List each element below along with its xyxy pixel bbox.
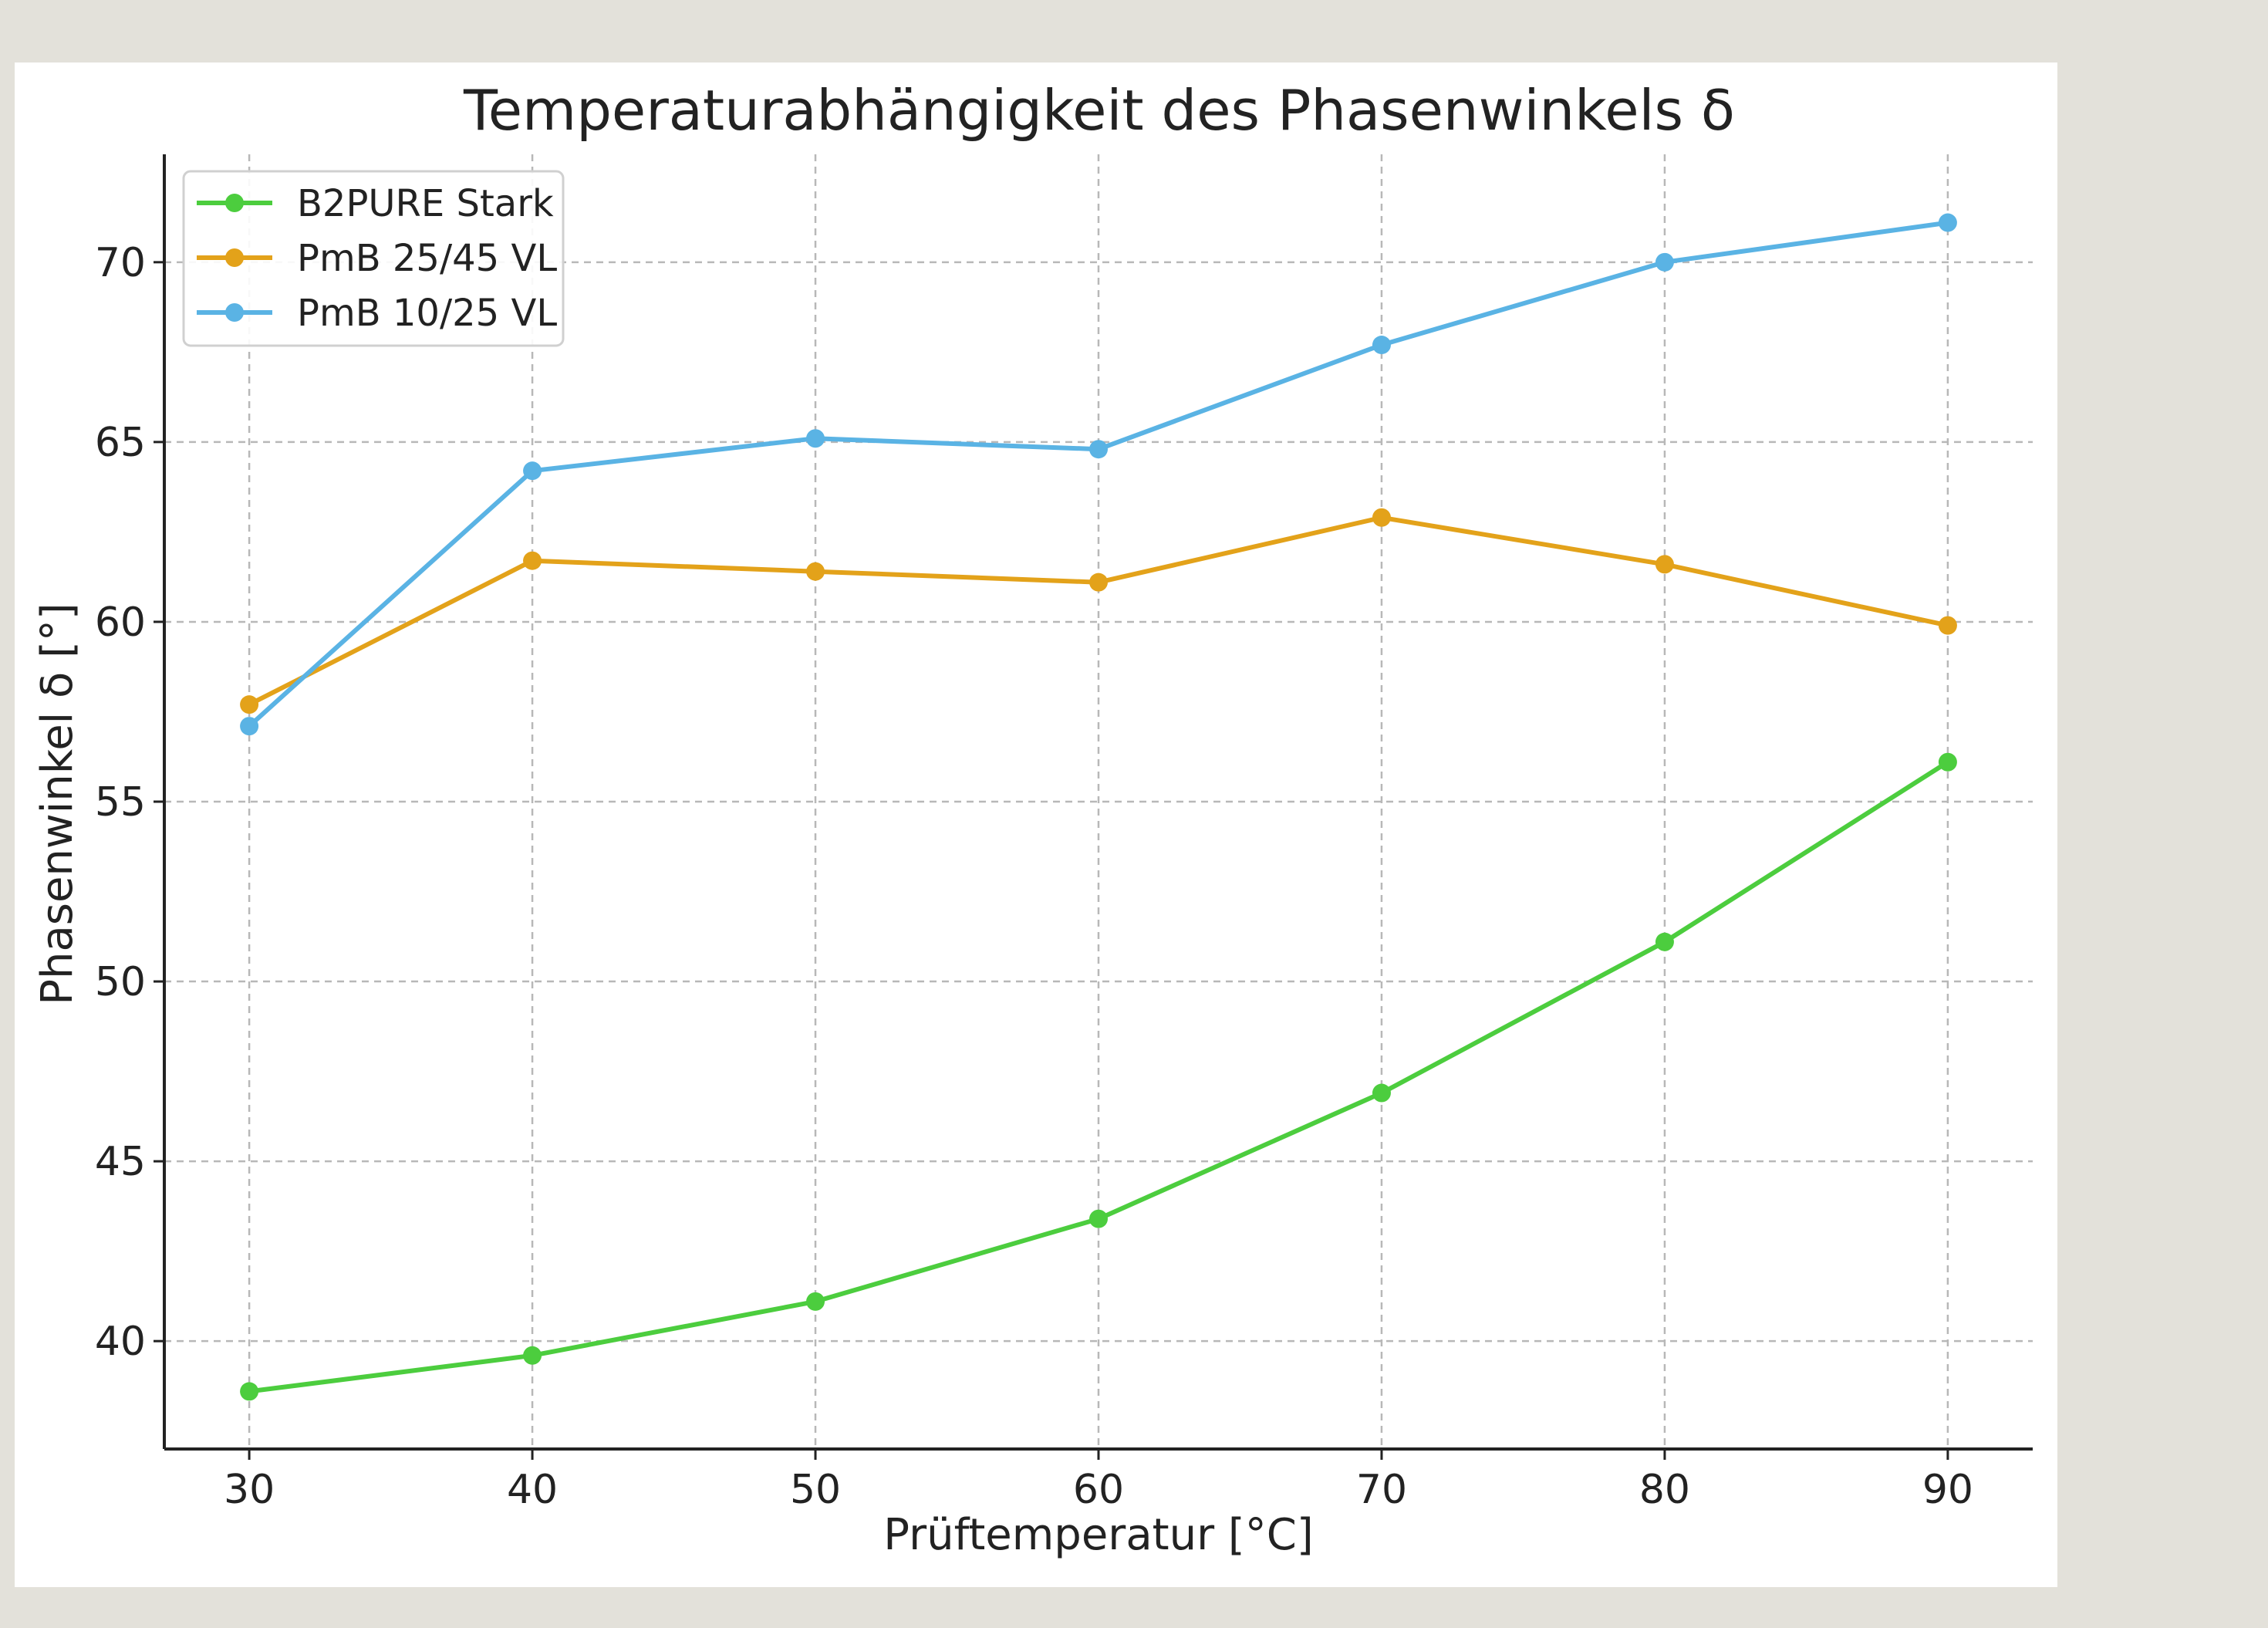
data-point bbox=[1372, 508, 1391, 527]
data-point bbox=[240, 1382, 259, 1401]
legend-swatch-marker bbox=[225, 248, 244, 267]
data-point bbox=[806, 429, 825, 448]
axes: 30 40 50 60 70 80 90 40 45 50 55 60 65 70 bbox=[95, 154, 2033, 1513]
y-tick-label: 60 bbox=[95, 600, 146, 646]
y-tick-label: 70 bbox=[95, 240, 146, 286]
legend-swatch-marker bbox=[225, 303, 244, 322]
x-tick-label: 80 bbox=[1639, 1467, 1690, 1513]
y-tick-label: 65 bbox=[95, 420, 146, 466]
series-line bbox=[247, 759, 1950, 1394]
data-point bbox=[240, 695, 259, 714]
data-point bbox=[1938, 752, 1957, 772]
data-point bbox=[1372, 1083, 1391, 1103]
data-point bbox=[806, 1292, 825, 1311]
y-tick-label: 50 bbox=[95, 959, 146, 1005]
legend-box bbox=[182, 170, 565, 347]
legend-swatch-marker bbox=[225, 194, 244, 212]
legend-label: PmB 10/25 VL bbox=[297, 292, 557, 335]
y-axis-title: Phasenwinkel δ [°] bbox=[32, 603, 83, 1005]
y-tick-label: 55 bbox=[95, 779, 146, 826]
x-tick-label: 30 bbox=[224, 1467, 275, 1513]
data-point bbox=[1089, 1209, 1108, 1228]
x-tick-label: 50 bbox=[790, 1467, 841, 1513]
data-point bbox=[523, 1346, 542, 1365]
data-point bbox=[1655, 252, 1674, 272]
data-point bbox=[1938, 616, 1957, 635]
data-point bbox=[1655, 555, 1674, 574]
x-tick-label: 90 bbox=[1922, 1467, 1973, 1513]
x-axis-title: Prüftemperatur [°C] bbox=[883, 1510, 1313, 1560]
data-point bbox=[1655, 932, 1674, 951]
data-point bbox=[806, 562, 825, 581]
data-point bbox=[523, 461, 542, 481]
legend-label: B2PURE Stark bbox=[297, 182, 554, 225]
legend-label: PmB 25/45 VL bbox=[297, 237, 557, 280]
data-point bbox=[1938, 213, 1957, 232]
data-point bbox=[523, 551, 542, 570]
series bbox=[240, 213, 1957, 1401]
x-tick-label: 40 bbox=[507, 1467, 558, 1513]
x-tick-label: 60 bbox=[1073, 1467, 1124, 1513]
grid bbox=[164, 154, 2033, 1449]
legend: B2PURE Stark PmB 25/45 VL PmB 10/25 VL bbox=[182, 170, 565, 347]
data-point bbox=[1089, 440, 1108, 459]
data-point bbox=[1372, 336, 1391, 355]
x-tick-label: 70 bbox=[1356, 1467, 1407, 1513]
data-point bbox=[240, 717, 259, 736]
y-tick-label: 45 bbox=[95, 1139, 146, 1185]
y-tick-label: 40 bbox=[95, 1319, 146, 1365]
data-point bbox=[1089, 573, 1108, 592]
chart-title: Temperaturabhängigkeit des Phasenwinkels… bbox=[463, 78, 1735, 143]
